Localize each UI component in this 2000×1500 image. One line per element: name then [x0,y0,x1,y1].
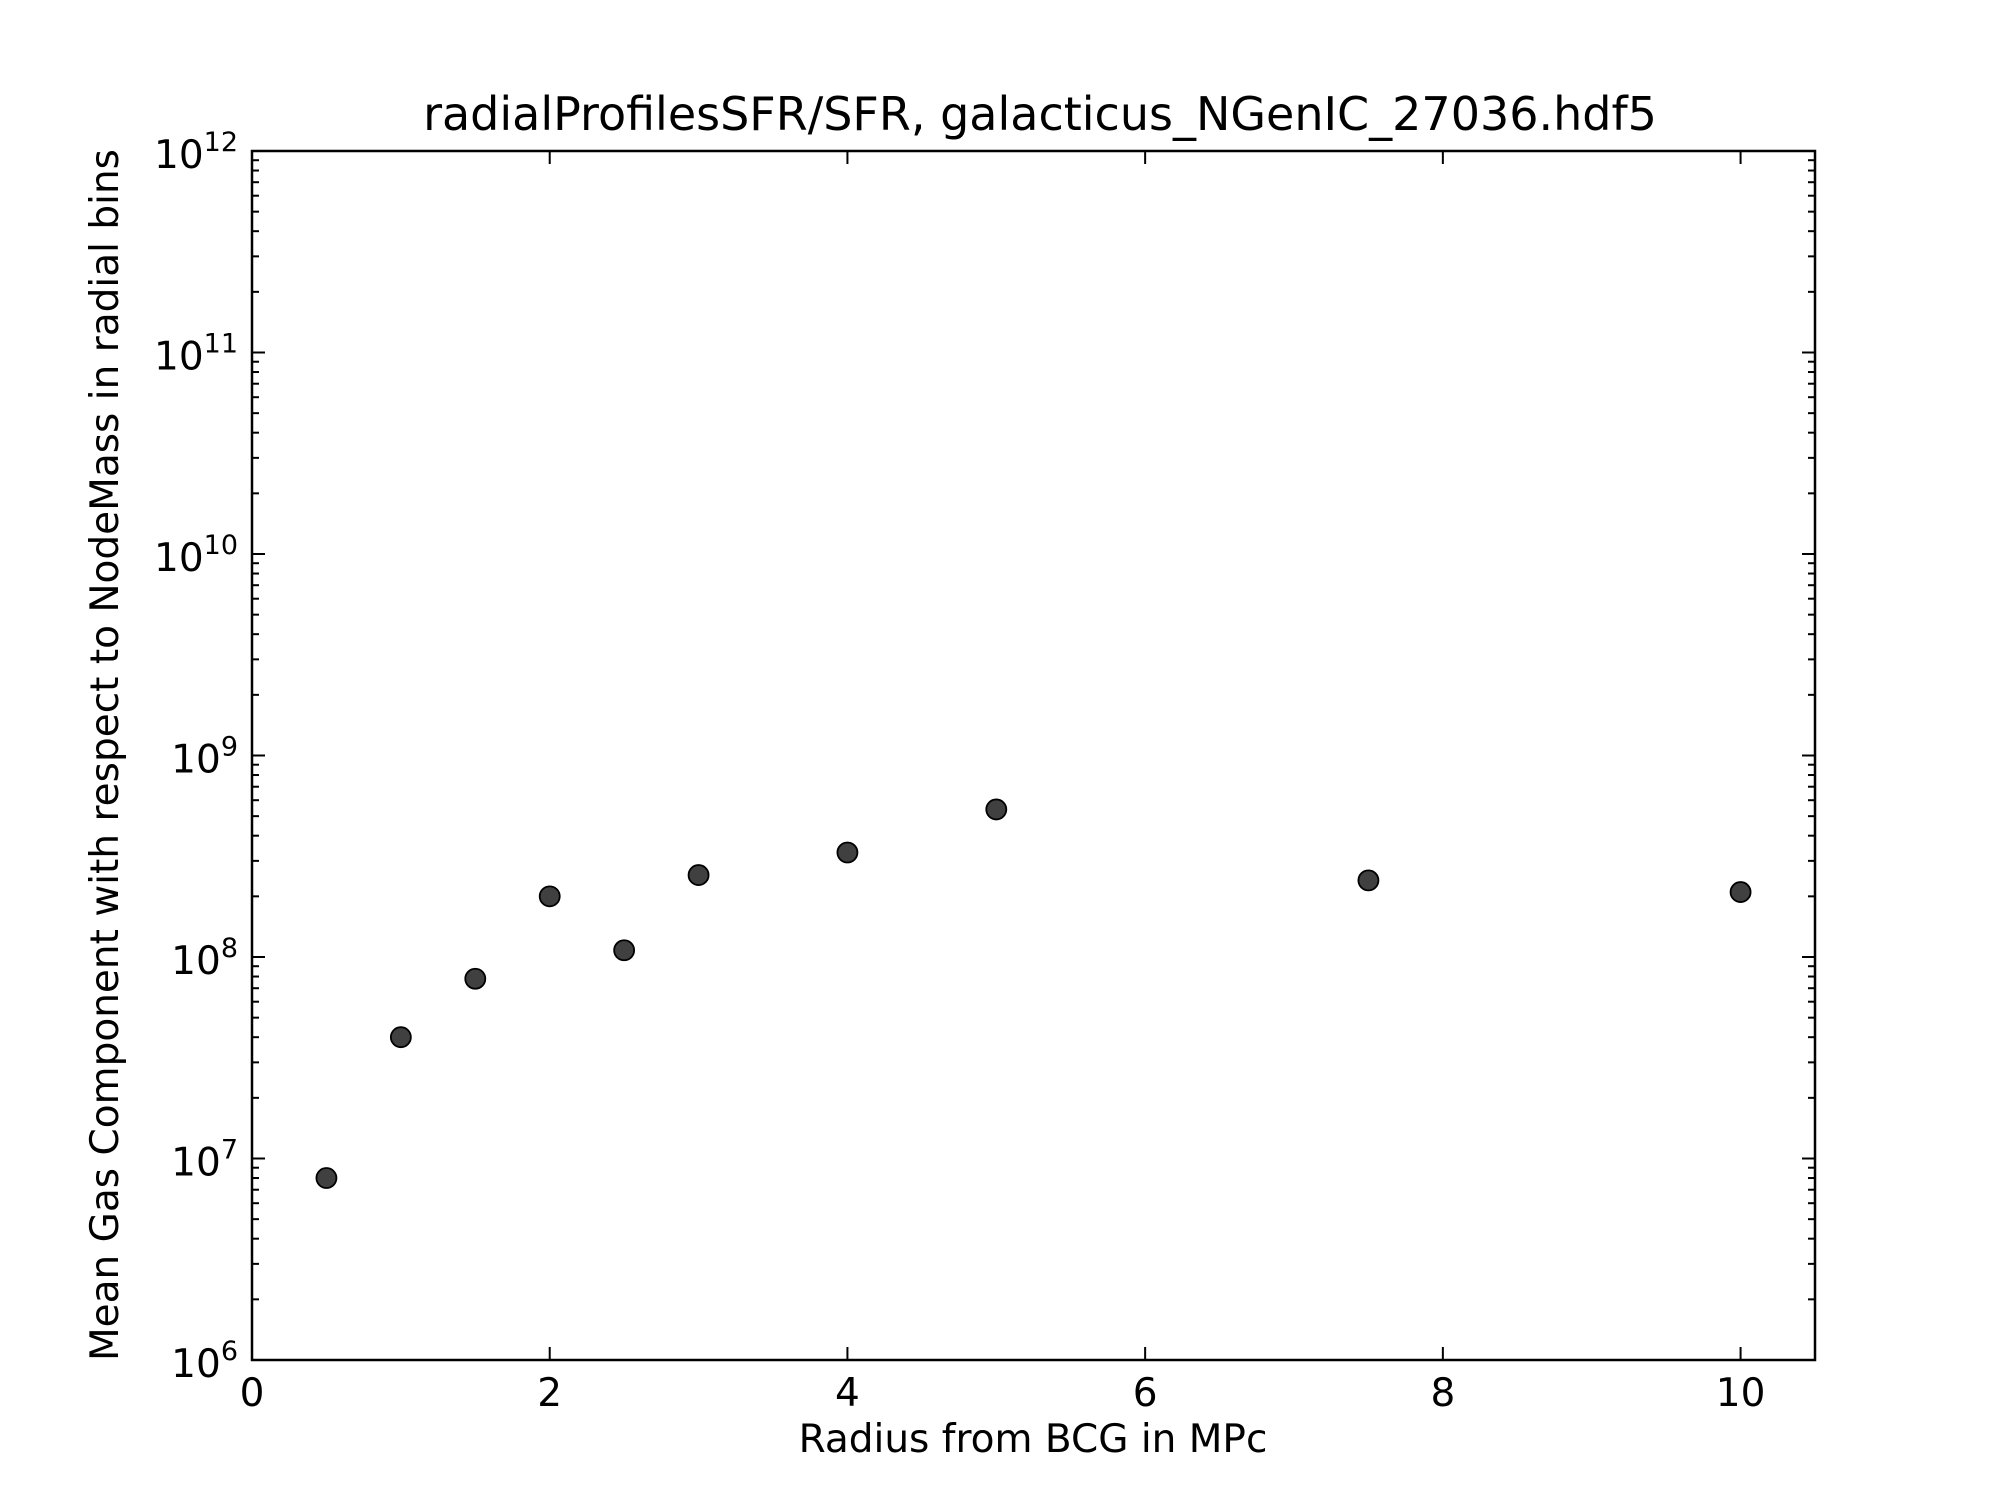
x-tick-label: 0 [240,1371,265,1416]
y-tick-label: 1010 [154,530,238,581]
y-tick-label: 109 [171,732,238,783]
y-tick-labels: 106 107 108 109 1010 1011 1012 [154,127,238,1387]
data-point [1357,869,1380,892]
x-tick-label: 2 [537,1371,562,1416]
plot-frame [250,149,1817,1362]
y-tick-label: 108 [171,933,238,984]
y-axis-label: Mean Gas Component with respect to NodeM… [83,149,128,1361]
data-point [315,1167,338,1189]
minor-ticks [252,159,1815,1301]
x-tick-label: 4 [835,1371,860,1416]
y-tick-label: 107 [171,1135,238,1186]
data-point [538,885,561,908]
data-point [464,967,487,990]
data-points [315,798,1752,1189]
data-point [836,841,859,864]
y-tick-label: 1012 [154,127,238,178]
y-tick-label: 106 [171,1336,238,1387]
y-tick-label: 1011 [154,329,238,380]
data-point [687,864,710,886]
data-point [613,939,636,962]
x-tick-labels: 0 2 4 6 8 10 [240,1371,1766,1416]
data-point [389,1026,412,1049]
x-tick-label: 8 [1430,1371,1455,1416]
major-ticks [251,150,1815,1361]
data-point [1729,881,1752,903]
chart-title: radialProfilesSFR/SFR, galacticus_NGenIC… [423,87,1657,141]
data-point [985,798,1008,821]
x-axis-label: Radius from BCG in MPc [799,1417,1268,1462]
x-tick-label: 6 [1133,1371,1158,1416]
x-tick-label: 10 [1716,1371,1766,1416]
